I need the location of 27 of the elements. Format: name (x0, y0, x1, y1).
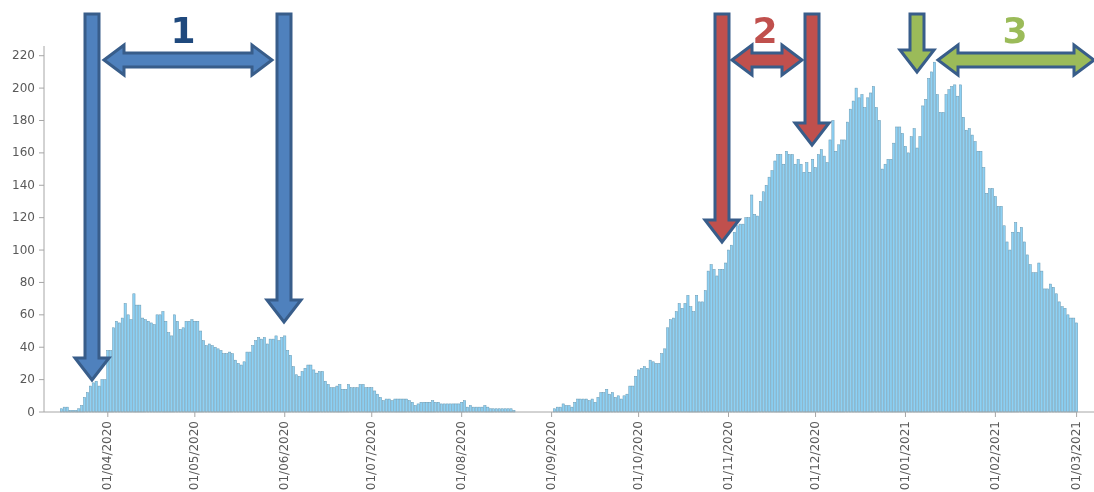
y-tick-label: 140 (12, 177, 35, 192)
x-tick-label: 01/02/2021 (987, 421, 1002, 491)
y-tick-label: 40 (19, 339, 35, 354)
x-tick-label: 01/09/2020 (544, 421, 559, 491)
y-tick-label: 180 (12, 113, 35, 127)
y-tick-label: 200 (12, 80, 35, 95)
x-tick-label: 01/04/2020 (100, 421, 115, 491)
x-tick-label: 01/10/2020 (631, 421, 646, 491)
y-tick-label: 160 (12, 145, 35, 160)
x-tick-label: 01/01/2021 (897, 421, 912, 491)
x-tick-label: 01/05/2020 (187, 421, 202, 491)
y-tick-label: 0 (27, 404, 35, 419)
annotation: 3 (1002, 10, 1028, 51)
x-tick-label: 01/06/2020 (277, 421, 292, 491)
y-tick-label: 100 (12, 242, 35, 257)
y-tick-label: 220 (12, 48, 35, 63)
x-tick-label: 01/12/2020 (808, 421, 823, 491)
y-tick-label: 60 (19, 307, 35, 322)
y-tick-label: 120 (12, 210, 35, 225)
annotation: 2 (752, 10, 778, 51)
x-tick-label: 01/03/2021 (1069, 421, 1084, 491)
x-tick-label: 01/08/2020 (454, 421, 469, 491)
y-tick-label: 20 (19, 372, 35, 387)
y-tick-label: 80 (19, 274, 35, 289)
x-tick-label: 01/07/2020 (364, 421, 379, 491)
x-tick-label: 01/11/2020 (721, 421, 736, 491)
annotation: 1 (170, 10, 196, 51)
